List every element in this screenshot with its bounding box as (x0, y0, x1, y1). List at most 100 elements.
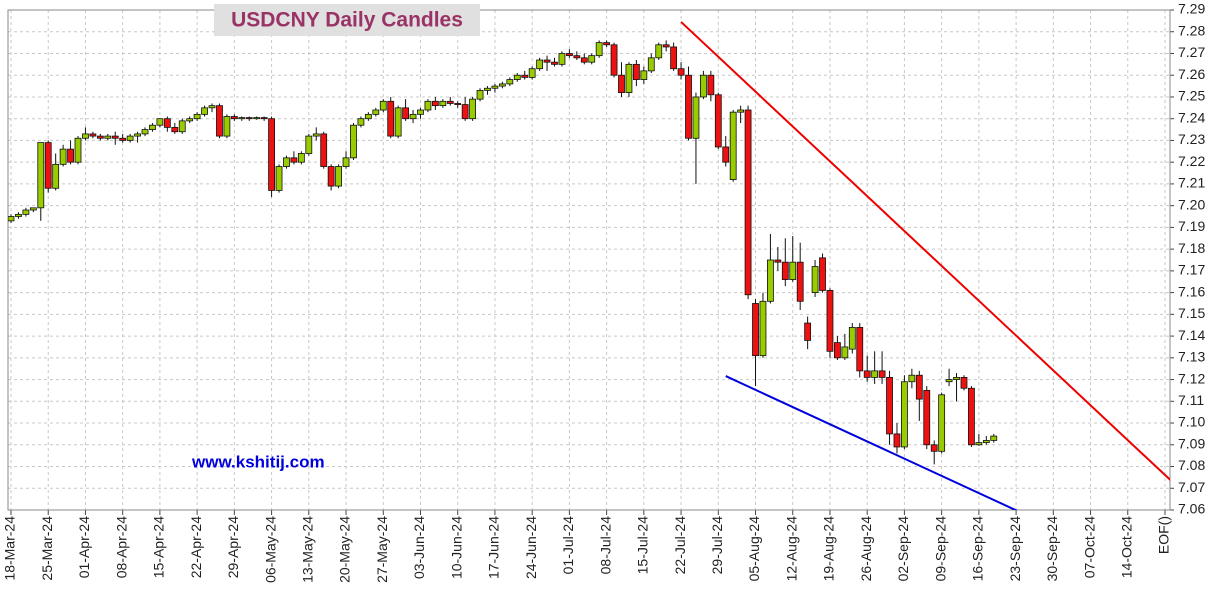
y-tick-label: 7.08 (1178, 457, 1205, 473)
y-tick-label: 7.24 (1178, 109, 1205, 125)
y-tick-label: 7.07 (1178, 479, 1205, 495)
candle-body (59, 148, 67, 165)
candle-body (111, 135, 119, 139)
candle-body (580, 57, 588, 63)
x-tick-label: 24-Jun-24 (523, 516, 539, 579)
y-tick-label: 7.09 (1178, 435, 1205, 451)
x-tick-label: 08-Apr-24 (113, 516, 129, 578)
candle-body (893, 433, 901, 448)
x-tick-label: 14-Oct-24 (1118, 516, 1134, 578)
plot (8, 21, 1170, 510)
candle-body (461, 104, 469, 120)
x-tick-label: 02-Sep-24 (895, 516, 911, 582)
candle-body (714, 94, 722, 148)
y-tick-label: 7.26 (1178, 66, 1205, 82)
candle-body (804, 322, 812, 341)
candle-body (104, 135, 112, 139)
candle-body (700, 74, 707, 98)
candle-body (744, 109, 752, 296)
candle-body (364, 113, 372, 120)
x-tick-label: 15-Jul-24 (635, 516, 651, 575)
candle-body (930, 444, 938, 452)
candle-body (722, 146, 730, 163)
candle-body (811, 266, 819, 294)
candle-body (662, 44, 670, 48)
x-tick-label: 01-Apr-24 (76, 516, 92, 578)
candle-body (350, 124, 357, 159)
candle-body (387, 100, 395, 137)
candle-body (327, 166, 335, 187)
watermark: www.kshitij.com (191, 452, 325, 471)
candle-body (67, 148, 74, 163)
candle-body (342, 157, 350, 167)
x-tick-label: 18-Mar-24 (2, 516, 18, 581)
x-tick-label: 03-Jun-24 (411, 516, 427, 579)
candle-body (685, 74, 692, 139)
candle-body (52, 163, 60, 189)
x-tick-label: 10-Jun-24 (448, 516, 464, 579)
candle-body (446, 100, 454, 104)
candle-body (834, 342, 841, 359)
candle-body (454, 103, 462, 105)
candle-body (498, 83, 506, 87)
candle-body (305, 135, 313, 154)
candle-body (923, 390, 931, 446)
candle-body (521, 74, 529, 78)
candle-body (238, 117, 246, 120)
chart-title: USDCNY Daily Candles (231, 9, 463, 32)
candle-body (15, 213, 22, 217)
y-tick-label: 7.12 (1178, 370, 1205, 386)
candle-body (178, 120, 186, 133)
x-tick-label: 26-Aug-24 (858, 516, 874, 582)
candle-body (186, 118, 194, 122)
candle-body (290, 157, 298, 163)
y-tick-label: 7.18 (1178, 240, 1205, 256)
candle-body (424, 100, 432, 111)
candle-body (759, 300, 767, 357)
candle-body (819, 257, 826, 291)
candle-body (915, 374, 923, 400)
x-tick-label: 20-May-24 (337, 516, 353, 583)
candle-body (945, 379, 953, 383)
candle-body (543, 59, 551, 63)
y-tick-label: 7.06 (1178, 501, 1205, 517)
candle-body (610, 44, 618, 76)
candle-body (402, 107, 409, 120)
y-tick-label: 7.23 (1178, 131, 1205, 147)
candle-body (796, 261, 804, 302)
candle-body (565, 53, 573, 57)
candle-body (484, 87, 491, 91)
y-tick-label: 7.22 (1178, 153, 1205, 169)
x-tick-label: 01-Jul-24 (560, 516, 576, 575)
candle-body (283, 157, 290, 167)
candle-body (774, 259, 782, 263)
candle-body (647, 57, 655, 72)
candle-body (982, 440, 990, 444)
x-tick-label: 22-Apr-24 (188, 516, 204, 578)
candle-body (260, 117, 268, 120)
candle-body (528, 68, 536, 78)
candle-body (573, 55, 581, 59)
x-tick-label: 08-Jul-24 (597, 516, 613, 575)
candle-body (960, 376, 968, 389)
candle-body (886, 376, 893, 435)
candle-body (975, 442, 983, 446)
candle-body (990, 435, 998, 441)
candle-body (513, 74, 521, 80)
x-tick-label: 30-Sep-24 (1044, 516, 1060, 582)
x-tick-label: 22-Jul-24 (672, 516, 688, 575)
candle-body (193, 113, 201, 120)
title-box (214, 4, 480, 36)
x-tick-label: 23-Sep-24 (1007, 516, 1023, 582)
candle-body (856, 326, 864, 372)
candle-body (312, 133, 320, 137)
candle-body (230, 116, 238, 120)
candle-body (141, 129, 149, 135)
candle-body (37, 142, 45, 209)
x-tick-label: 05-Aug-24 (746, 516, 762, 582)
candle-body (841, 346, 849, 359)
candle-body (126, 135, 134, 141)
y-tick-label: 7.21 (1178, 175, 1205, 191)
x-tick-label: 29-Jul-24 (709, 516, 725, 575)
